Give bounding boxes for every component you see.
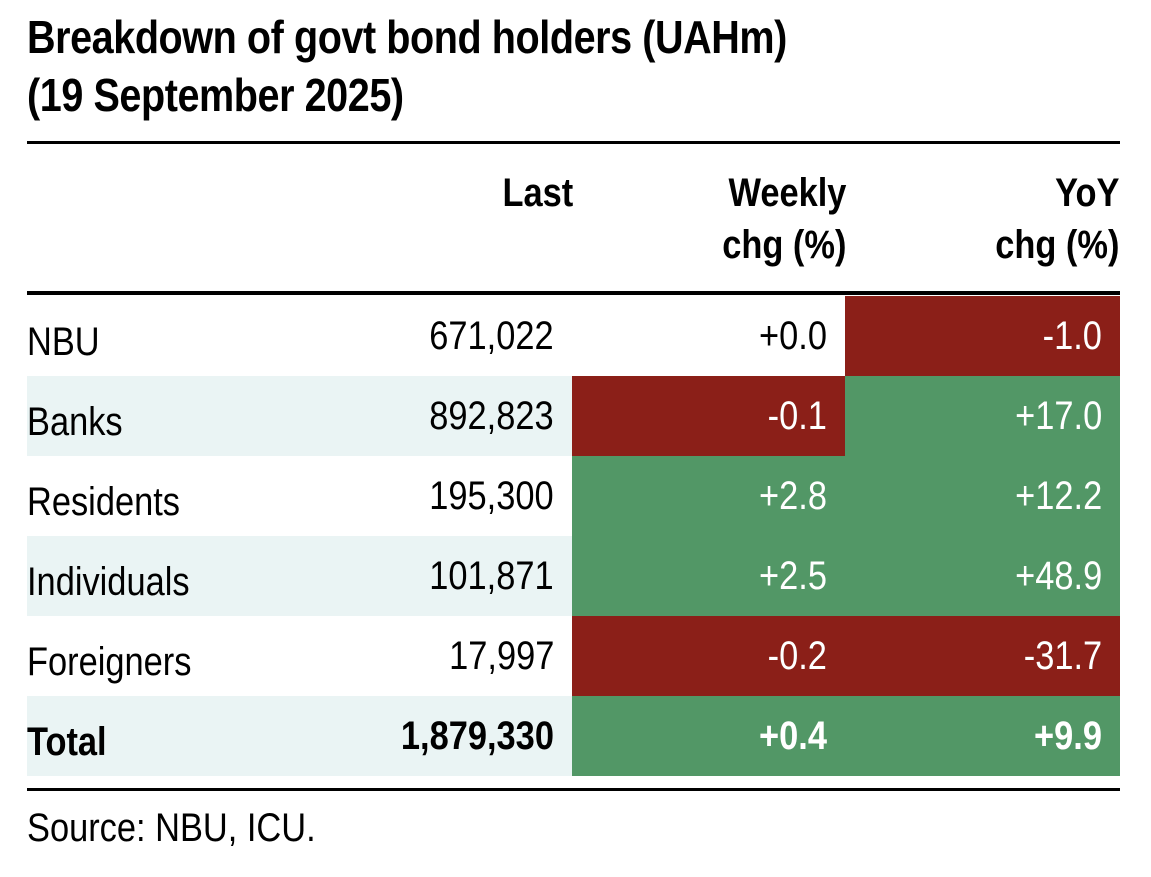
last-value: 195,300 — [429, 474, 554, 518]
title-line-1: Breakdown of govt bond holders (UAHm) — [27, 11, 787, 63]
yoy-change-cell-value: +48.9 — [1014, 554, 1102, 598]
yoy-change-cell: -1.0 — [845, 296, 1120, 376]
weekly-change-cell: -0.1 — [572, 376, 845, 456]
header-last-label: Last — [502, 171, 573, 215]
chart-title: Breakdown of govt bond holders (UAHm) (1… — [27, 8, 973, 124]
total-row: Total 1,879,330 +0.4 +9.9 — [27, 696, 1120, 776]
weekly-change-cell-value: +2.8 — [759, 474, 827, 518]
last-value: 101,871 — [429, 554, 554, 598]
header-rule — [27, 291, 1120, 295]
row-label: Total — [27, 720, 107, 764]
yoy-change-cell-value: -31.7 — [1023, 634, 1102, 678]
weekly-change-cell: +2.5 — [572, 536, 845, 616]
header-yoy-line-2: chg (%) — [994, 223, 1119, 267]
yoy-change-cell: -31.7 — [845, 616, 1120, 696]
weekly-change-cell-value: +0.4 — [759, 714, 827, 758]
yoy-change-cell: +12.2 — [845, 456, 1120, 536]
row-label: Individuals — [27, 560, 190, 604]
yoy-change-cell: +17.0 — [845, 376, 1120, 456]
last-value: 17,997 — [448, 634, 554, 678]
header-yoy: YoY chg (%) — [995, 167, 1119, 271]
table-row: NBU 671,022 +0.0 -1.0 — [27, 296, 1120, 376]
header-last: Last — [502, 167, 573, 219]
yoy-change-cell: +9.9 — [845, 696, 1120, 776]
weekly-change-cell: +0.0 — [572, 296, 845, 376]
title-line-2: (19 September 2025) — [27, 69, 404, 121]
source-note: Source: NBU, ICU. — [27, 806, 316, 850]
weekly-change-cell-value: -0.1 — [767, 394, 827, 438]
last-value: 671,022 — [429, 314, 554, 358]
yoy-change-cell-value: +9.9 — [1034, 714, 1102, 758]
header-weekly-line-1: Weekly — [728, 171, 846, 215]
table-row: Banks 892,823 -0.1 +17.0 — [27, 376, 1120, 456]
row-label: Residents — [27, 480, 180, 524]
weekly-change-cell: +2.8 — [572, 456, 845, 536]
bottom-rule — [27, 788, 1120, 791]
row-label: NBU — [27, 320, 100, 364]
header-weekly: Weekly chg (%) — [722, 167, 846, 271]
weekly-change-cell-value: +0.0 — [759, 314, 827, 358]
weekly-change-cell-value: -0.2 — [767, 634, 827, 678]
weekly-change-cell: +0.4 — [572, 696, 845, 776]
table-row: Individuals 101,871 +2.5 +48.9 — [27, 536, 1120, 616]
table-row: Residents 195,300 +2.8 +12.2 — [27, 456, 1120, 536]
last-value: 892,823 — [429, 394, 554, 438]
yoy-change-cell: +48.9 — [845, 536, 1120, 616]
header-weekly-line-2: chg (%) — [721, 223, 846, 267]
weekly-change-cell-value: +2.5 — [759, 554, 827, 598]
yoy-change-cell-value: +12.2 — [1014, 474, 1102, 518]
yoy-change-cell-value: +17.0 — [1014, 394, 1102, 438]
row-label: Banks — [27, 400, 123, 444]
row-label: Foreigners — [27, 640, 192, 684]
weekly-change-cell: -0.2 — [572, 616, 845, 696]
top-rule — [27, 141, 1120, 144]
table-row: Foreigners 17,997 -0.2 -31.7 — [27, 616, 1120, 696]
yoy-change-cell-value: -1.0 — [1042, 314, 1102, 358]
header-yoy-line-1: YoY — [1054, 171, 1119, 215]
last-value: 1,879,330 — [400, 714, 554, 758]
